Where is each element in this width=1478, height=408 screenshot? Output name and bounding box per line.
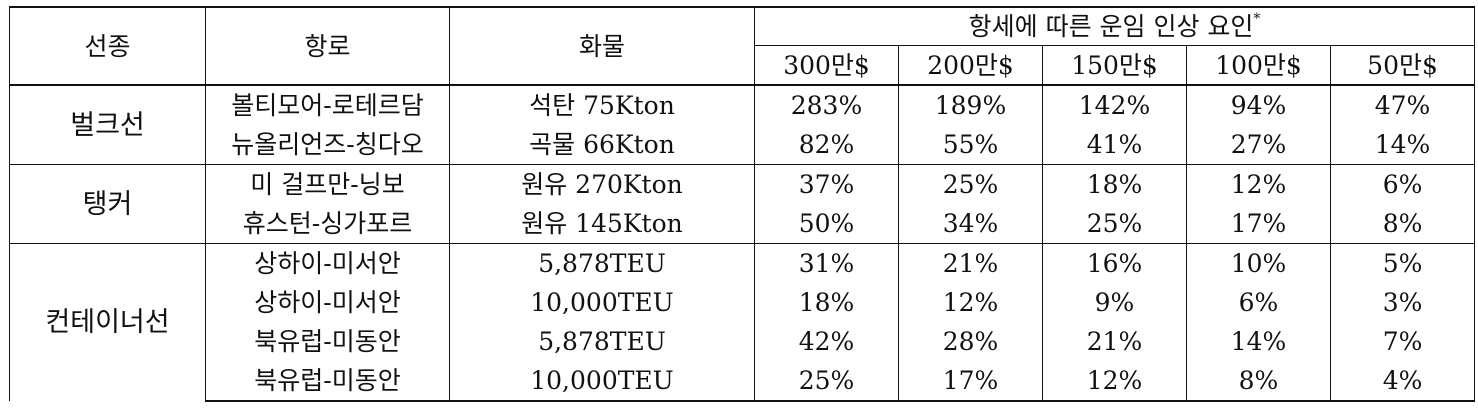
value-cell: 142% [1042, 84, 1187, 125]
value-cell: 8% [1186, 361, 1331, 402]
value-cell: 16% [1042, 243, 1187, 283]
value-cell: 42% [754, 322, 899, 361]
route-cell: 휴스턴-싱가포르 [205, 204, 450, 244]
route-cell: 상하이-미서안 [205, 243, 450, 283]
table-row: 벌크선 볼티모어-로테르담 석탄 75Kton 283% 189% 142% 94% 47% [9, 84, 1476, 165]
cargo-cell: 석탄 75Kton [449, 84, 755, 125]
header-group-footnote-mark: * [1253, 11, 1261, 27]
cargo-cell: 10,000TEU [449, 283, 755, 322]
value-cell: 25% [1042, 204, 1187, 244]
cargo-cell: 5,878TEU [449, 243, 755, 283]
value-cell: 21% [1042, 322, 1187, 361]
header-group-label: 항세에 따른 운임 인상 요인 [968, 12, 1254, 41]
value-cell: 189% [898, 84, 1043, 125]
value-cell: 9% [1042, 283, 1187, 322]
value-cell: 47% [1329, 84, 1476, 125]
value-cell: 17% [1186, 204, 1331, 244]
ship-type-cell: 벌크선 [9, 84, 206, 165]
table-row: 상하이-미서안 10,000TEU 18% 12% 9% 6% 3% [10, 283, 1476, 322]
cargo-cell: 10,000TEU [449, 361, 755, 402]
value-cell: 10% [1186, 243, 1331, 283]
route-cell: 미 걸프만-닝보 [205, 164, 450, 204]
value-cell: 14% [1186, 322, 1331, 361]
cargo-cell: 원유 270Kton [449, 164, 755, 204]
value-cell: 55% [898, 125, 1043, 165]
route-cell: 북유럽-미동안 [205, 322, 450, 361]
header-group: 항세에 따른 운임 인상 요인* [753, 6, 1476, 46]
value-cell: 21% [898, 243, 1043, 283]
route-cell: 상하이-미서안 [205, 283, 450, 322]
value-cell: 4% [1329, 361, 1476, 402]
table-row: 북유럽-미동안 10,000TEU 25% 17% 12% 8% 4% [10, 361, 1476, 402]
cargo-cell: 원유 145Kton [449, 204, 755, 244]
value-cell: 12% [1186, 164, 1331, 204]
value-cell: 283% [754, 84, 899, 125]
value-cell: 8% [1329, 204, 1476, 244]
value-cell: 82% [754, 125, 899, 165]
route-cell: 북유럽-미동안 [205, 361, 450, 402]
header-tax-level: 200만$ [898, 45, 1043, 86]
value-cell: 25% [754, 361, 899, 402]
table-row: 탱커 미 걸프만-닝보 원유 270Kton 37% 25% 18% 12% 6% [9, 164, 1476, 244]
table-body: 벌크선 볼티모어-로테르담 석탄 75Kton 283% 189% 142% 94% 47% 뉴… [9, 84, 1476, 402]
ship-type-cell: 컨테이너선 [9, 243, 206, 401]
value-cell: 7% [1329, 322, 1476, 361]
table-row: 뉴올리언즈-칭다오 곡물 66Kton 82% 55% 41% 27% 14% [10, 125, 1476, 165]
value-cell: 37% [754, 164, 899, 204]
route-cell: 뉴올리언즈-칭다오 [205, 125, 450, 165]
header-tax-level: 300만$ [754, 45, 899, 86]
value-cell: 28% [898, 322, 1043, 361]
cargo-cell: 곡물 66Kton [449, 125, 755, 165]
header-tax-levels-row: 300만$ 200만$ 150만$ 100만$ 50만$ [10, 45, 1476, 86]
header-tax-level: 50만$ [1329, 45, 1476, 86]
value-cell: 25% [898, 164, 1043, 204]
value-cell: 12% [1042, 361, 1187, 402]
table-row: 북유럽-미동안 5,878TEU 42% 28% 21% 14% 7% [10, 322, 1476, 361]
value-cell: 12% [898, 283, 1043, 322]
value-cell: 34% [898, 204, 1043, 244]
value-cell: 17% [898, 361, 1043, 402]
value-cell: 27% [1186, 125, 1331, 165]
value-cell: 5% [1329, 243, 1476, 283]
value-cell: 3% [1329, 283, 1476, 322]
value-cell: 31% [754, 243, 899, 283]
value-cell: 14% [1329, 125, 1476, 165]
value-cell: 18% [1042, 164, 1187, 204]
header-tax-level: 100만$ [1186, 45, 1331, 86]
value-cell: 94% [1186, 84, 1331, 125]
table-row: 휴스턴-싱가포르 원유 145Kton 50% 34% 25% 17% 8% [10, 204, 1476, 244]
header-ship-type: 선종 [9, 6, 206, 86]
route-cell: 볼티모어-로테르담 [205, 84, 450, 125]
value-cell: 6% [1186, 283, 1331, 322]
freight-table-container: 선종 항로 화물 항세에 따른 운임 인상 요인* 300만$ 200만$ 150만… [9, 6, 1476, 402]
value-cell: 6% [1329, 164, 1476, 204]
header-route: 항로 [205, 6, 450, 86]
value-cell: 50% [754, 204, 899, 244]
table-row: 컨테이너선 상하이-미서안 5,878TEU 31% 21% 16% 10% 5% [9, 243, 1476, 401]
value-cell: 41% [1042, 125, 1187, 165]
value-cell: 18% [754, 283, 899, 322]
header-cargo: 화물 [449, 6, 755, 86]
header-tax-level: 150만$ [1042, 45, 1187, 86]
cargo-cell: 5,878TEU [449, 322, 755, 361]
ship-type-cell: 탱커 [9, 164, 206, 244]
freight-increase-table: 선종 항로 화물 항세에 따른 운임 인상 요인* 300만$ 200만$ 150만… [9, 6, 1476, 402]
